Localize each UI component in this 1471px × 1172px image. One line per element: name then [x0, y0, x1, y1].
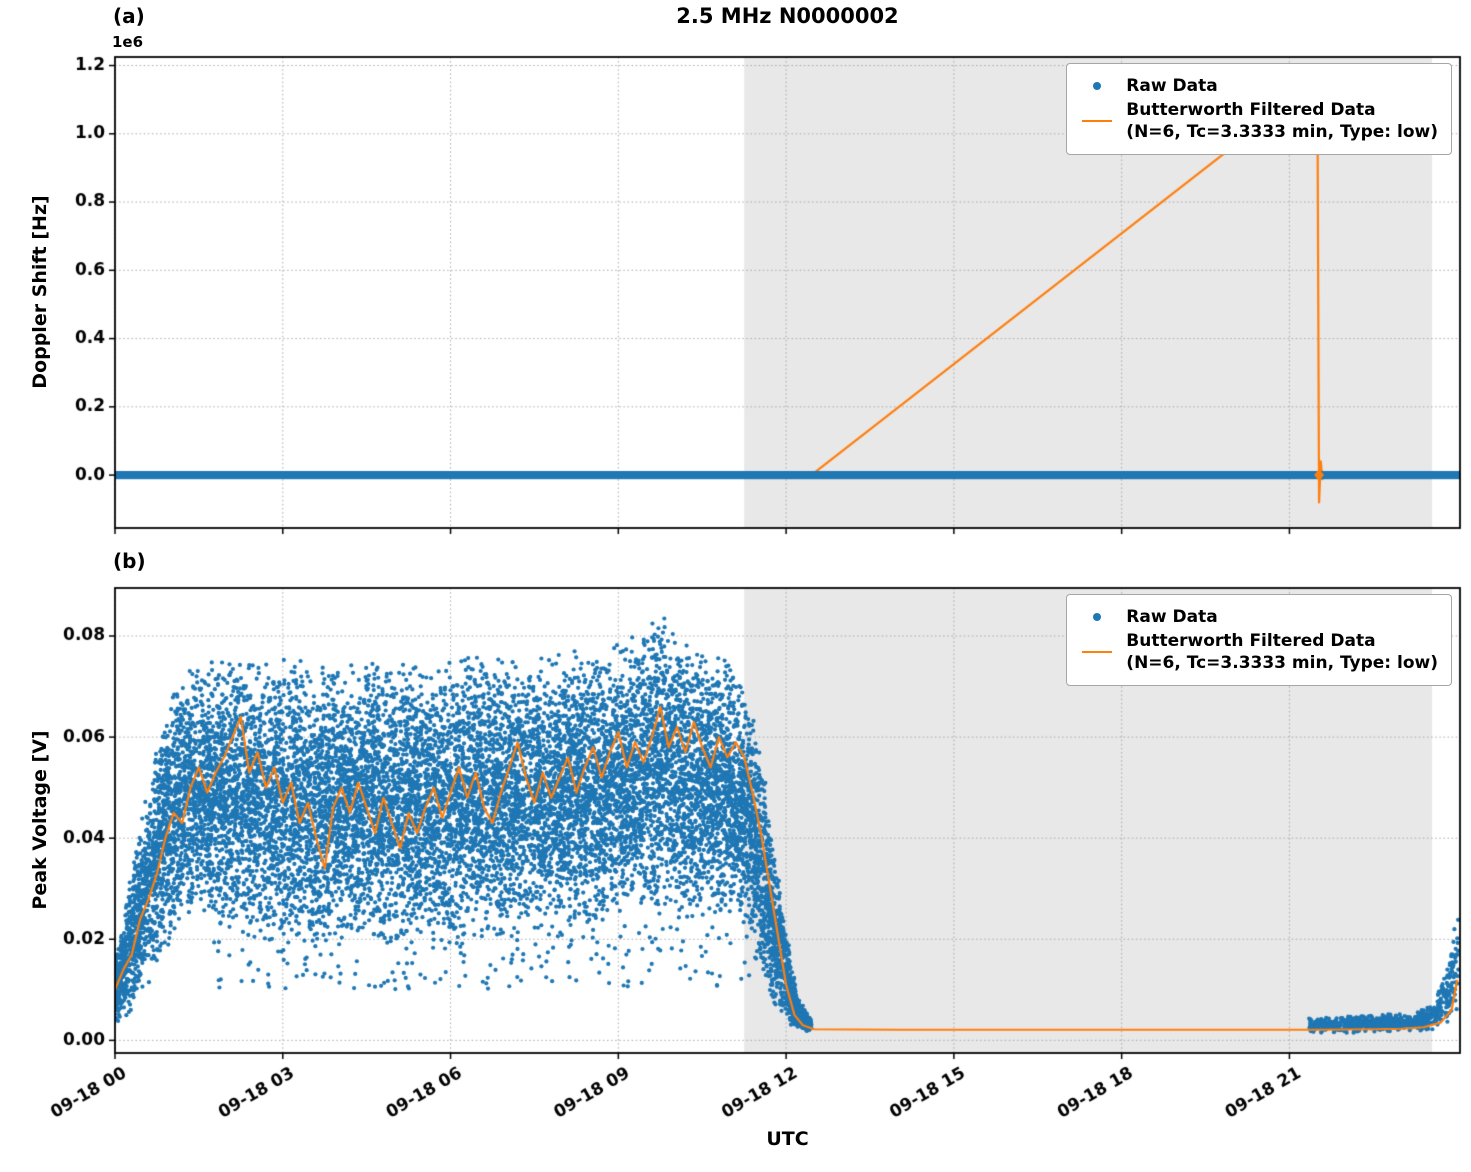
legend-filtered-marker-wrap	[1080, 651, 1114, 654]
legend-item-filtered: Butterworth Filtered Data (N=6, Tc=3.333…	[1080, 630, 1438, 674]
legend-raw-marker-wrap	[1080, 82, 1114, 91]
legend-filtered-label-line1: Butterworth Filtered Data	[1126, 631, 1376, 652]
legend-item-raw: Raw Data	[1080, 75, 1438, 97]
legend-raw-label: Raw Data	[1126, 76, 1218, 96]
legend-filtered-marker	[1082, 120, 1113, 123]
legend-filtered-label: Butterworth Filtered Data (N=6, Tc=3.333…	[1126, 630, 1438, 674]
legend-item-filtered: Butterworth Filtered Data (N=6, Tc=3.333…	[1080, 99, 1438, 143]
legend-filtered-label-line2: (N=6, Tc=3.3333 min, Type: low)	[1126, 122, 1438, 143]
legend-filtered-label-line2: (N=6, Tc=3.3333 min, Type: low)	[1126, 653, 1438, 674]
legend-raw-marker-wrap	[1080, 613, 1114, 622]
legend-item-raw: Raw Data	[1080, 606, 1438, 628]
legend-filtered-label: Butterworth Filtered Data (N=6, Tc=3.333…	[1126, 99, 1438, 143]
panel-a-legend: Raw Data Butterworth Filtered Data (N=6,…	[1066, 63, 1452, 156]
legend-filtered-marker	[1082, 651, 1113, 654]
legend-raw-marker	[1093, 82, 1102, 91]
panel-b-legend: Raw Data Butterworth Filtered Data (N=6,…	[1066, 594, 1452, 687]
legend-filtered-marker-wrap	[1080, 120, 1114, 123]
legend-raw-marker	[1093, 613, 1102, 622]
legend-filtered-label-line1: Butterworth Filtered Data	[1126, 100, 1376, 121]
legend-raw-label: Raw Data	[1126, 607, 1218, 627]
